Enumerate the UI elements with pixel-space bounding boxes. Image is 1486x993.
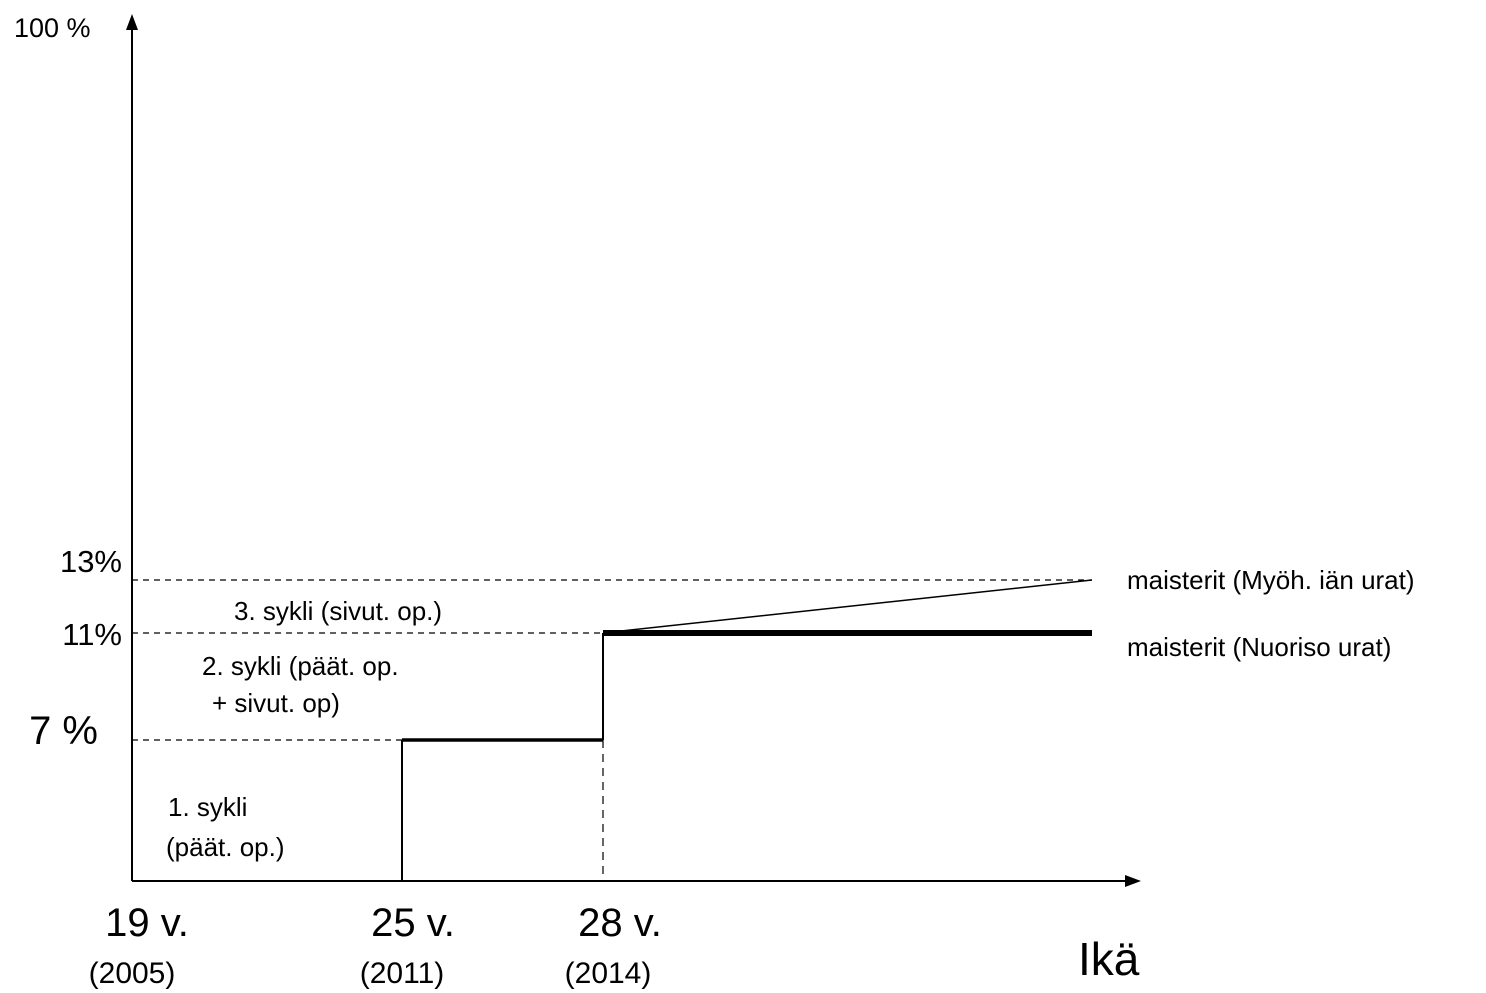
series-label-late-career: maisterit (Myöh. iän urat)	[1127, 565, 1415, 595]
y-label-13: 13%	[60, 544, 122, 579]
cycle1-label-line2: (päät. op.)	[166, 832, 285, 862]
x-axis-title: Ikä	[1078, 933, 1140, 985]
x-tick-age-25: 25 v.	[371, 901, 455, 945]
cycle2-label-line1: 2. sykli (päät. op.	[202, 651, 399, 681]
cycle3-label: 3. sykli (sivut. op.)	[234, 596, 442, 626]
x-tick-age-19: 19 v.	[105, 901, 189, 945]
y-label-11: 11%	[62, 617, 122, 652]
y-axis-arrow-icon	[126, 14, 138, 30]
cycle1-label-line1: 1. sykli	[168, 792, 247, 822]
x-tick-year-2005: (2005)	[89, 957, 176, 990]
y-top-label: 100 %	[14, 13, 91, 43]
x-tick-year-2011: (2011)	[360, 957, 445, 990]
x-axis-arrow-icon	[1125, 875, 1141, 887]
y-label-7: 7 %	[29, 709, 98, 753]
cycle2-label-line2: + sivut. op)	[212, 688, 340, 718]
x-tick-age-28: 28 v.	[578, 901, 662, 945]
series-late-career-line	[602, 579, 1093, 634]
x-tick-year-2014: (2014)	[565, 957, 652, 990]
series-label-youth-career: maisterit (Nuoriso urat)	[1127, 632, 1391, 662]
